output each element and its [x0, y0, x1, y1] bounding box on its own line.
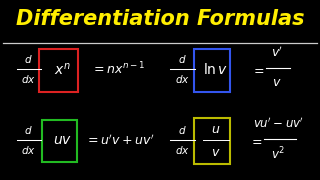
- Text: $=$: $=$: [249, 134, 263, 147]
- Text: Differentiation Formulas: Differentiation Formulas: [16, 9, 304, 29]
- Text: $dx$: $dx$: [21, 73, 36, 85]
- Text: $d$: $d$: [178, 53, 187, 65]
- Text: $v^2$: $v^2$: [271, 146, 285, 162]
- Text: $v$: $v$: [272, 76, 282, 89]
- Text: $\ln v$: $\ln v$: [204, 62, 228, 77]
- Text: $dx$: $dx$: [175, 73, 190, 85]
- Text: $= nx^{n-1}$: $= nx^{n-1}$: [91, 61, 146, 78]
- Text: $d$: $d$: [25, 53, 33, 65]
- Text: $v'$: $v'$: [271, 46, 283, 60]
- Text: $x^n$: $x^n$: [54, 61, 71, 77]
- Text: $= u'v + uv'$: $= u'v + uv'$: [85, 133, 155, 148]
- Text: $d$: $d$: [25, 125, 33, 136]
- Text: $u$: $u$: [211, 123, 221, 136]
- Text: $v$: $v$: [211, 147, 221, 159]
- Text: $dx$: $dx$: [21, 144, 36, 156]
- Text: $dx$: $dx$: [175, 144, 190, 156]
- Text: $d$: $d$: [178, 125, 187, 136]
- Text: $=$: $=$: [251, 63, 264, 76]
- Text: $vu'-uv'$: $vu'-uv'$: [253, 117, 304, 131]
- Text: $uv$: $uv$: [53, 133, 72, 147]
